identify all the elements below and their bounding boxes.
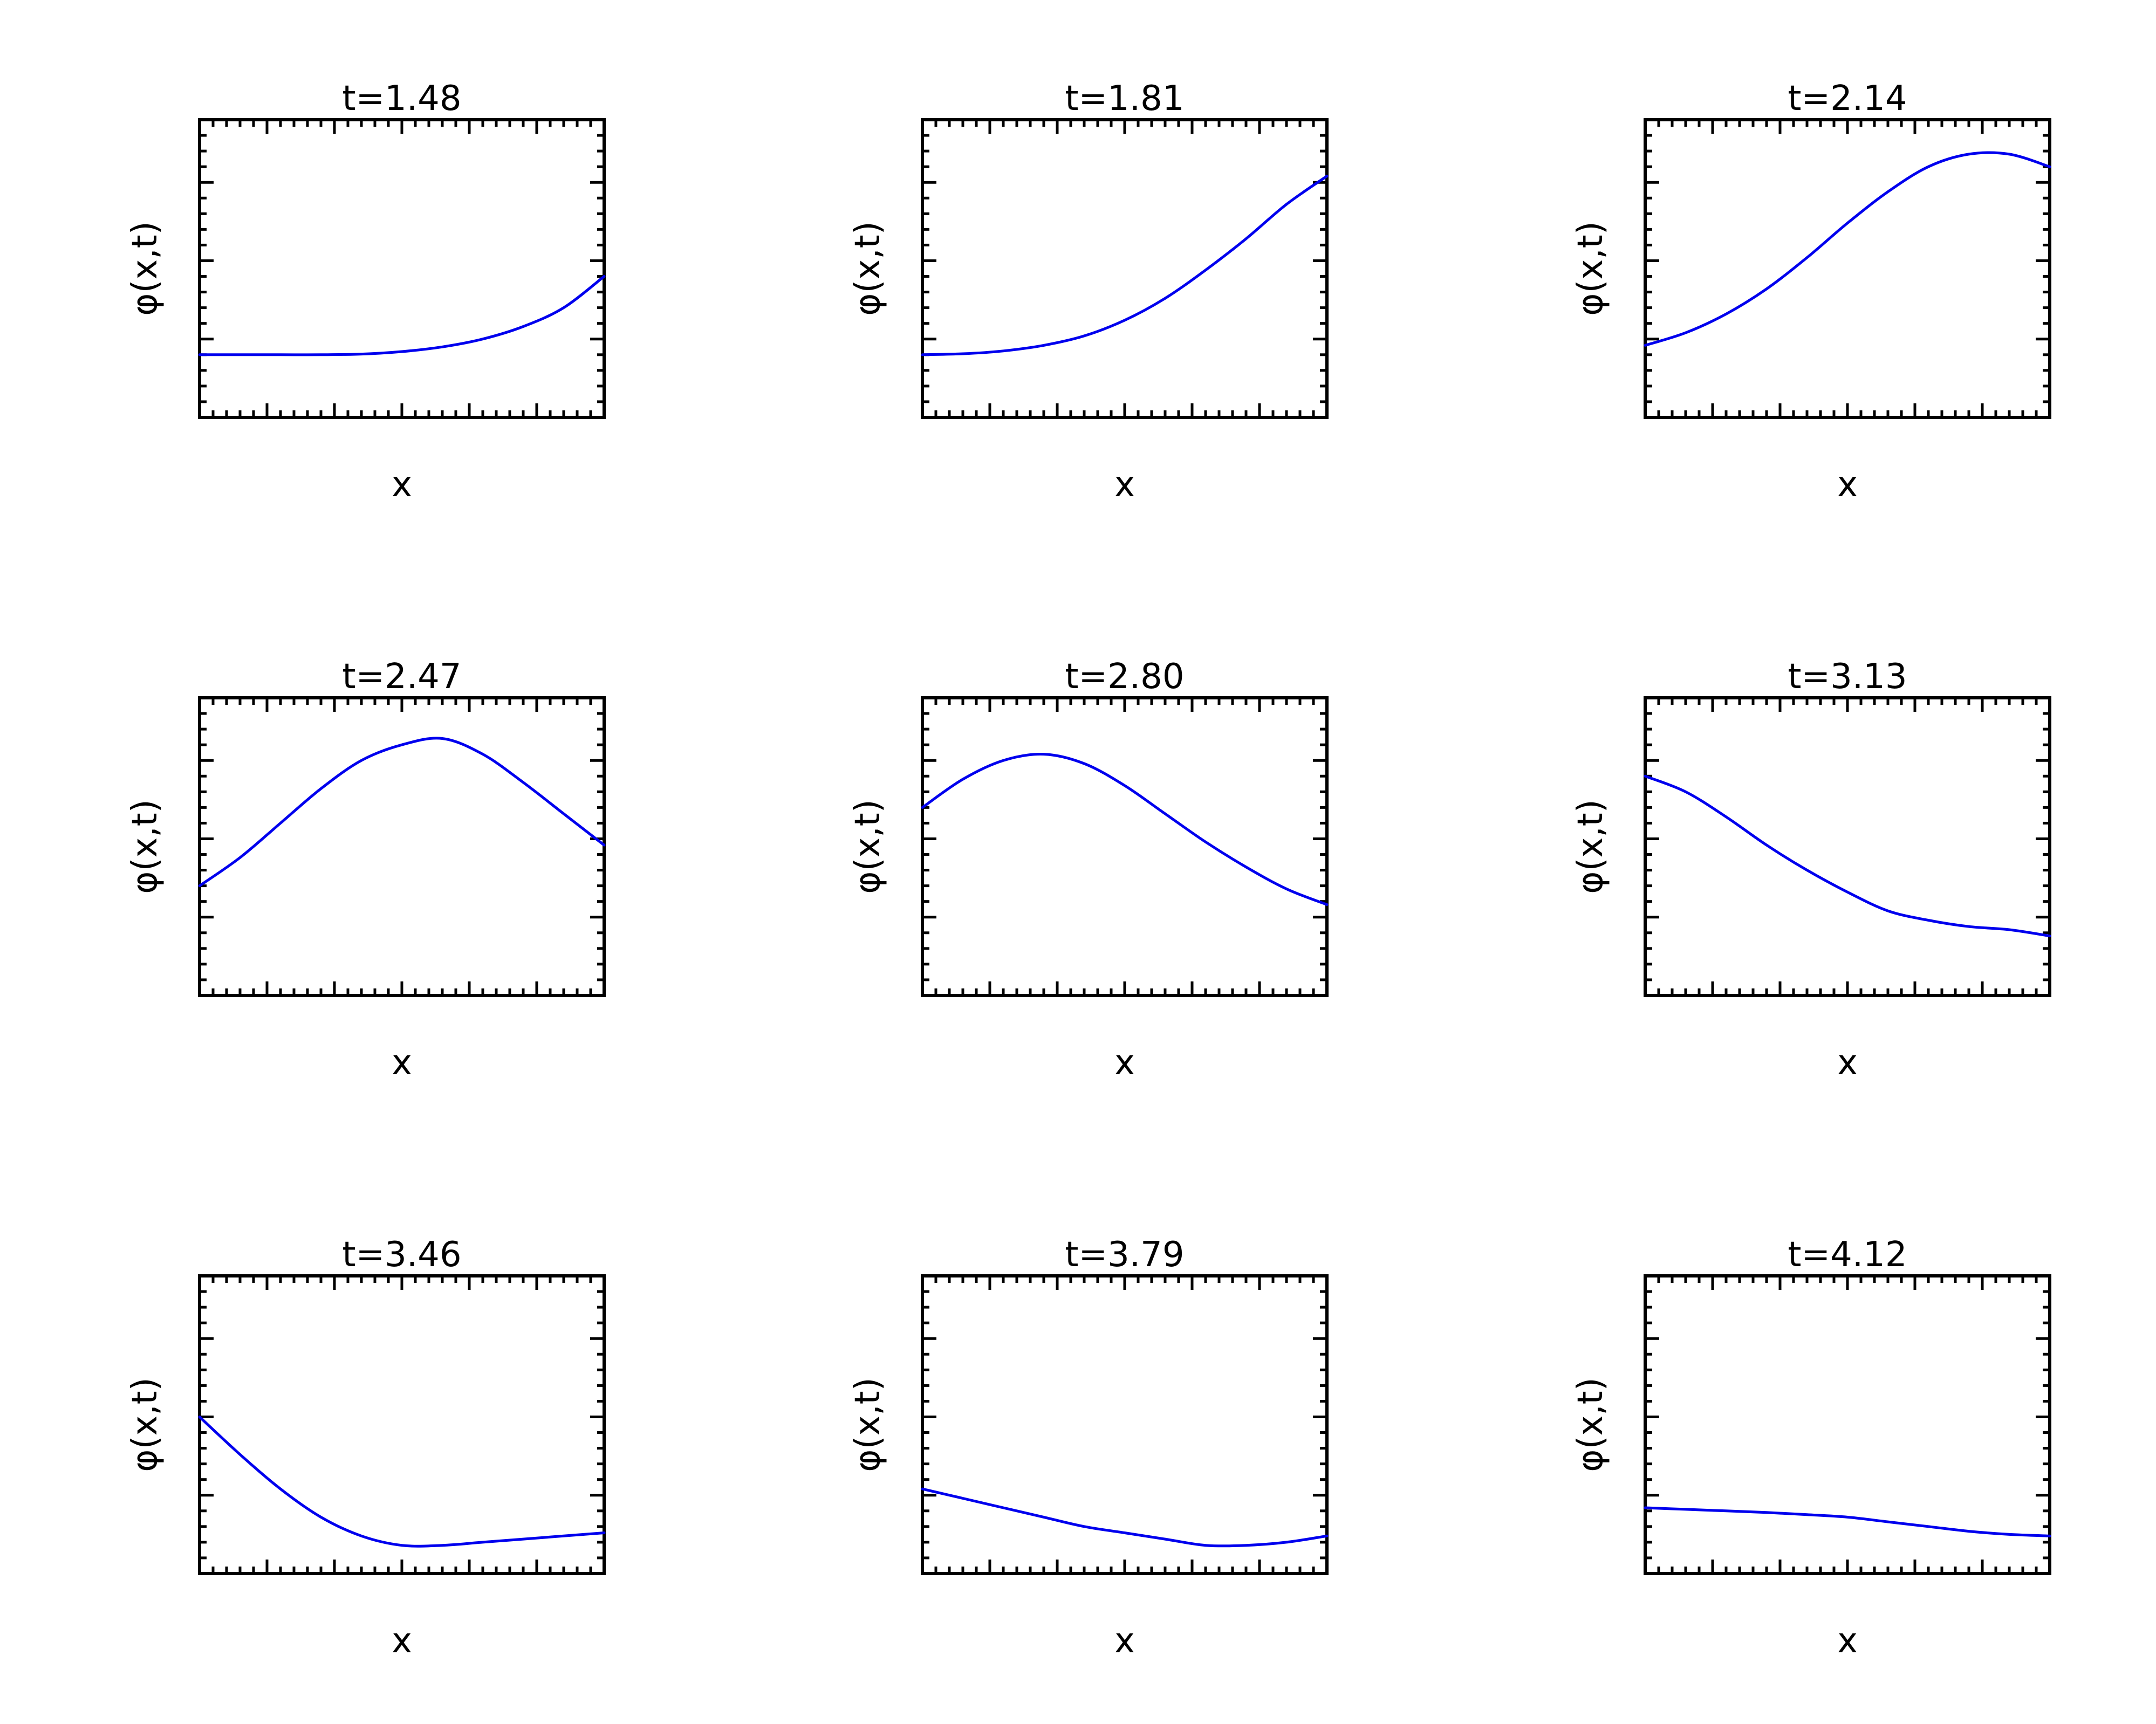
subplot-4: t=2.47 x φ(x,t) — [125, 657, 606, 1083]
y-axis-label: φ(x,t) — [125, 799, 165, 894]
x-axis-label: x — [392, 1621, 412, 1661]
x-axis-label: x — [1114, 1043, 1135, 1083]
x-axis-label: x — [392, 1043, 412, 1083]
axis-ticks — [1645, 698, 2050, 995]
chart-title: t=1.48 — [342, 79, 461, 119]
series-line — [198, 737, 606, 888]
series-line — [1644, 774, 2051, 938]
axis-ticks — [922, 1276, 1327, 1574]
chart-title: t=1.81 — [1065, 79, 1184, 119]
axes-frame — [921, 118, 1329, 419]
x-axis-label: x — [1837, 465, 1858, 505]
axes-frame — [198, 1274, 606, 1575]
y-axis-label: φ(x,t) — [125, 1377, 165, 1472]
chart-title: t=4.12 — [1788, 1235, 1907, 1275]
series-line — [921, 752, 1329, 906]
chart-title: t=3.13 — [1788, 657, 1907, 697]
axis-ticks — [1645, 1276, 2050, 1574]
y-axis-label: φ(x,t) — [1571, 221, 1611, 315]
series-line — [198, 1416, 606, 1548]
axes-frame — [921, 1274, 1329, 1575]
chart-title: t=3.46 — [342, 1235, 461, 1275]
series-line — [1644, 1506, 2051, 1537]
subplot-6: t=3.13 x φ(x,t) — [1571, 657, 2051, 1083]
series-line — [921, 175, 1329, 356]
axis-ticks — [922, 698, 1327, 995]
axis-ticks — [1645, 120, 2050, 417]
series-line — [921, 1487, 1329, 1548]
axes-frame — [1644, 1274, 2051, 1575]
x-axis-label: x — [1114, 1621, 1135, 1661]
chart-title: t=2.14 — [1788, 79, 1907, 119]
y-axis-label: φ(x,t) — [1571, 1377, 1611, 1472]
x-axis-label: x — [1837, 1043, 1858, 1083]
y-axis-label: φ(x,t) — [848, 799, 888, 894]
chart-title: t=2.80 — [1065, 657, 1184, 697]
axes-frame — [1644, 118, 2051, 419]
subplot-1: t=1.48 x φ(x,t) — [125, 79, 606, 505]
x-axis-label: x — [1837, 1621, 1858, 1661]
axes-frame — [198, 118, 606, 419]
subplot-5: t=2.80 x φ(x,t) — [848, 657, 1329, 1083]
chart-title: t=3.79 — [1065, 1235, 1184, 1275]
axes-frame — [198, 696, 606, 997]
x-axis-label: x — [392, 465, 412, 505]
subplot-7: t=3.46 x φ(x,t) — [125, 1235, 606, 1661]
axis-ticks — [200, 120, 604, 417]
axis-ticks — [200, 1276, 604, 1574]
subplot-8: t=3.79 x φ(x,t) — [848, 1235, 1329, 1661]
axis-ticks — [200, 698, 604, 995]
subplot-9: t=4.12 x φ(x,t) — [1571, 1235, 2051, 1661]
y-axis-label: φ(x,t) — [125, 221, 165, 315]
x-axis-label: x — [1114, 465, 1135, 505]
y-axis-label: φ(x,t) — [848, 221, 888, 315]
axes-frame — [921, 696, 1329, 997]
subplot-3: t=2.14 x φ(x,t) — [1571, 79, 2051, 505]
series-line — [1644, 151, 2051, 347]
y-axis-label: φ(x,t) — [848, 1377, 888, 1472]
chart-title: t=2.47 — [342, 657, 461, 697]
y-axis-label: φ(x,t) — [1571, 799, 1611, 894]
axes-frame — [1644, 696, 2051, 997]
series-line — [198, 275, 606, 356]
subplot-2: t=1.81 x φ(x,t) — [848, 79, 1329, 505]
axis-ticks — [922, 120, 1327, 417]
